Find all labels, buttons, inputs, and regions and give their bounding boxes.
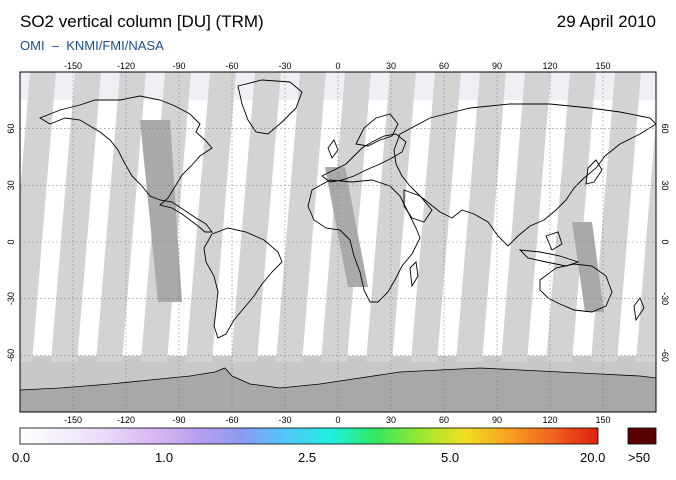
orbit-swath-overlap	[572, 222, 604, 312]
graticule	[20, 72, 656, 412]
lon-tick-bottom: 0	[335, 415, 340, 425]
colorbar-label-0: 0.0	[12, 450, 31, 465]
lat-tick-left: -30	[6, 292, 16, 305]
lat-tick-right: 30	[660, 180, 670, 190]
north-america	[38, 95, 213, 233]
lon-tick-top: -60	[225, 61, 238, 71]
lat-tick-right: -60	[660, 349, 670, 362]
orbit-swath-overlap	[140, 120, 182, 302]
japan	[585, 159, 603, 185]
colorbar-label-2: 2.5	[298, 450, 317, 465]
data-source: OMI – KNMI/FMI/NASA	[20, 38, 164, 53]
lat-tick-right: 0	[660, 239, 670, 244]
lon-tick-bottom: -30	[278, 415, 291, 425]
orbit-swath	[51, 72, 101, 362]
orbit-swath	[501, 72, 551, 362]
asia	[393, 103, 656, 247]
lon-tick-bottom: -90	[172, 415, 185, 425]
lat-ticks-right: 60 30 0 -30 -60	[660, 124, 670, 362]
lat-tick-left: 0	[6, 239, 16, 244]
lon-tick-top: -150	[64, 61, 82, 71]
orbit-swath	[96, 72, 146, 362]
europe	[321, 133, 407, 183]
colorbar-max-box	[627, 427, 657, 445]
lon-tick-bottom: -150	[64, 415, 82, 425]
lat-tick-left: 60	[6, 124, 16, 134]
lon-tick-top: -30	[278, 61, 291, 71]
south-america	[203, 227, 283, 339]
orbit-swath	[591, 72, 641, 362]
lat-tick-right: 60	[660, 124, 670, 134]
lon-tick-bottom: 60	[439, 415, 449, 425]
map-frame	[19, 71, 657, 413]
lon-ticks-bottom: -150 -120 -90 -60 -30 0 30 60 90 120 150	[64, 415, 611, 425]
lon-tick-bottom: 150	[595, 415, 610, 425]
lon-tick-bottom: 90	[492, 415, 502, 425]
lat-ticks-left: 60 30 0 -30 -60	[6, 124, 16, 362]
orbit-swath	[456, 72, 506, 362]
colorbar-label-3: 5.0	[441, 450, 460, 465]
map-date: 29 April 2010	[556, 12, 656, 31]
orbit-swath	[20, 72, 56, 362]
orbit-swath	[276, 72, 326, 362]
orbit-swath	[546, 72, 596, 362]
lon-ticks-top: -150 -120 -90 -60 -30 0 30 60 90 120 150	[64, 61, 611, 71]
greenland	[237, 79, 303, 135]
lon-tick-top: -120	[117, 61, 135, 71]
scandinavia	[355, 113, 399, 147]
lon-tick-top: 30	[386, 61, 396, 71]
australia	[539, 263, 613, 313]
africa	[307, 179, 421, 303]
colorbar-label-5: >50	[628, 450, 651, 465]
new-zealand	[633, 297, 645, 322]
colorbar	[19, 427, 599, 445]
lat-tick-right: -30	[660, 292, 670, 305]
lon-tick-top: 90	[492, 61, 502, 71]
lat-tick-left: 30	[6, 180, 16, 190]
orbit-swath	[411, 72, 461, 362]
lat-tick-left: -60	[6, 349, 16, 362]
lon-tick-top: 0	[335, 61, 340, 71]
arabian-peninsula	[403, 189, 433, 223]
lon-tick-top: 120	[542, 61, 557, 71]
lon-tick-bottom: 120	[542, 415, 557, 425]
lon-tick-top: 150	[595, 61, 610, 71]
orbit-swath	[231, 72, 281, 362]
lon-tick-bottom: -60	[225, 415, 238, 425]
madagascar	[409, 261, 419, 288]
lon-tick-top: -90	[172, 61, 185, 71]
lon-tick-bottom: 30	[386, 415, 396, 425]
british-isles	[327, 139, 339, 159]
orbit-swath-overlap	[325, 167, 368, 287]
colorbar-label-4: 20.0	[580, 450, 606, 465]
lon-tick-top: 60	[439, 61, 449, 71]
lon-tick-bottom: -120	[117, 415, 135, 425]
orbit-swath	[186, 72, 236, 362]
map-title: SO2 vertical column [DU] (TRM)	[20, 12, 264, 31]
colorbar-label-1: 1.0	[155, 450, 174, 465]
